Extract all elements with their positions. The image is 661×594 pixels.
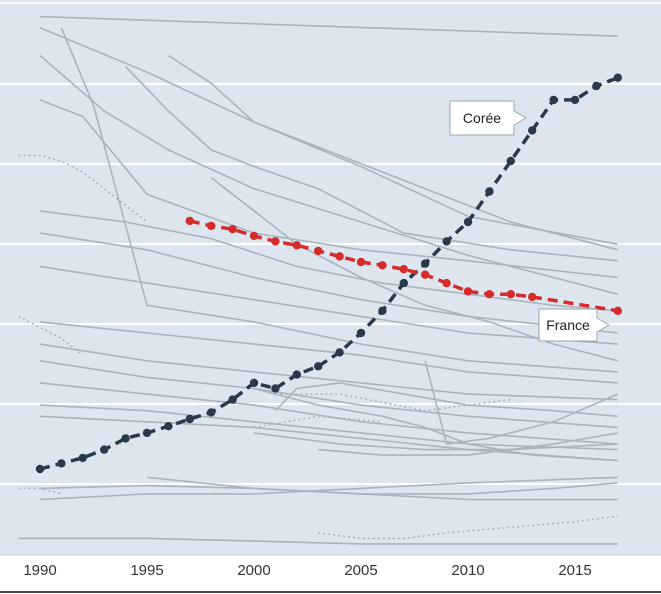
data-point-france [442,278,451,288]
background-series-line [39,321,618,384]
data-point-coree [100,445,109,454]
background-series-line [146,476,618,495]
background-series-line [18,154,148,223]
data-point-france [228,225,237,234]
data-point-coree [35,464,45,474]
data-point-coree [613,73,622,82]
data-point-coree [442,237,451,246]
background-series-line [39,404,618,451]
x-axis-band [0,555,661,594]
data-point-france [506,290,515,299]
data-point-coree [164,422,173,431]
background-series-line [39,27,618,245]
background-series-line [18,537,618,545]
data-point-france [249,231,259,241]
data-point-coree [399,278,408,288]
background-series-line [39,232,618,334]
data-point-coree [185,414,194,424]
data-point-coree [506,156,515,166]
data-point-coree [570,95,580,105]
data-point-france [378,261,387,270]
highlighted-series [35,73,622,474]
x-tick-label: 1990 [23,562,56,579]
background-series-line [39,15,618,37]
data-point-coree [228,395,237,404]
background-series-line [18,315,84,356]
background-series-line [39,382,618,445]
data-point-coree [485,187,494,196]
data-point-coree [207,408,216,417]
callout-coree: Corée [449,100,527,136]
callouts: Corée France [449,100,610,342]
data-point-coree [57,459,66,468]
data-point-coree [421,259,430,268]
background-series-line [274,382,618,418]
data-point-coree [528,126,537,135]
background-series-line [39,360,618,429]
background-series-line [39,265,618,345]
data-point-france [463,287,473,296]
callout-label: Corée [463,110,501,126]
data-point-coree [356,328,366,338]
x-axis: 1990 1995 2000 2005 2010 2015 [0,554,661,594]
x-tick-label: 2000 [237,562,270,579]
data-point-france [356,257,366,267]
background-series-line [39,210,618,312]
data-point-france [314,246,323,256]
data-point-coree [592,81,601,91]
data-point-france [613,306,622,315]
data-point-france [528,292,537,302]
data-point-france [207,221,216,231]
data-point-coree [335,348,344,357]
x-tick-label: 1995 [130,562,163,579]
background-series-line [39,343,618,401]
data-point-coree [249,378,259,388]
data-point-coree [463,217,473,227]
background-series-line [39,54,619,295]
data-point-coree [121,434,130,443]
data-point-coree [292,370,301,379]
background-series-line [253,432,618,451]
background-series-line [253,415,383,429]
callout-label: France [546,317,590,333]
data-point-coree [549,95,558,105]
x-tick-label: 2010 [451,562,484,579]
background-series-line [60,27,618,373]
background-series-line [253,387,618,462]
data-point-france [271,237,280,246]
data-point-france [335,252,344,261]
data-point-coree [78,453,88,463]
data-point-france [421,270,430,279]
callout-box [538,308,610,342]
callout-box [449,100,527,136]
data-point-coree [378,306,387,315]
x-tick-label: 2005 [344,562,377,579]
background-series-line [18,487,62,495]
data-point-france [485,290,494,299]
series-line-coree [39,76,619,471]
data-point-france [292,241,301,250]
background-series-line [167,54,619,251]
background-series-line [125,66,618,262]
data-point-coree [271,384,280,393]
data-point-coree [142,428,152,438]
data-point-france [185,216,194,226]
data-point-france [399,265,408,274]
callout-france: France [538,308,610,342]
background-series-line [318,432,618,456]
x-tick-label: 2015 [558,562,591,579]
data-point-coree [314,362,323,371]
